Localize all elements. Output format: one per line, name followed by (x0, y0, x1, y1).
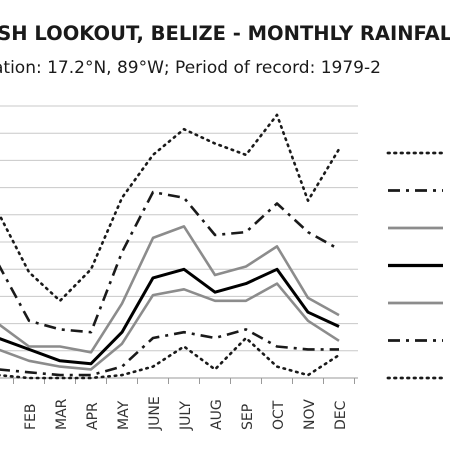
series-line (0, 113, 341, 303)
chart-subtitle: ation: 17.2°N, 89°W; Period of record: 1… (0, 58, 381, 78)
x-tick-label: FEB (23, 403, 39, 430)
x-tick-label: SEP (240, 404, 256, 430)
x-tick-label: APR (85, 402, 101, 430)
series-line (0, 328, 339, 377)
x-tick-label: NOV (302, 399, 318, 430)
x-tick-label: AUG (209, 399, 225, 430)
x-tick-label: DEC (333, 400, 349, 430)
x-tick-label: JUNE (147, 396, 163, 431)
series-line (0, 282, 340, 371)
series-line (0, 336, 341, 380)
chart-title: ISH LOOKOUT, BELIZE - MONTHLY RAINFALL (0, 22, 450, 45)
x-tick-label: OCT (271, 400, 287, 430)
series-line (0, 267, 340, 366)
series-line (0, 225, 340, 354)
series-line (0, 190, 340, 334)
x-tick-label: MAY (116, 400, 132, 430)
x-tick-label: JULY (178, 401, 194, 431)
x-tick-label: MAR (54, 398, 70, 430)
